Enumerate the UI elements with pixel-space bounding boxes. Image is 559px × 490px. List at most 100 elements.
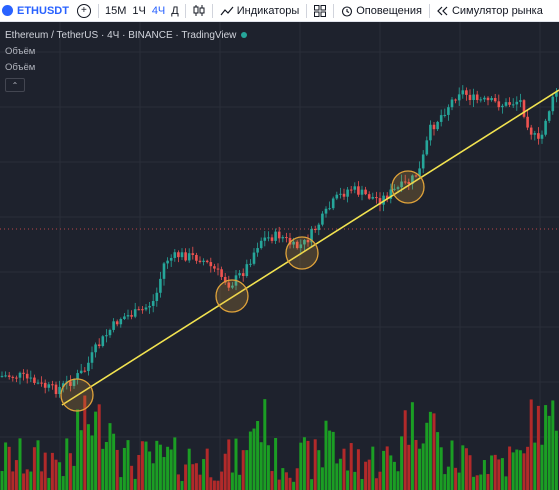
candle-body: [303, 239, 306, 245]
volume-bar: [360, 478, 364, 490]
volume-bar: [418, 448, 422, 490]
replay-label: Симулятор рынка: [451, 4, 543, 17]
volume-bar: [436, 432, 440, 490]
volume-bar: [11, 471, 15, 490]
volume-bar: [274, 438, 278, 490]
candle-body: [69, 381, 72, 386]
volume-bar: [187, 448, 191, 490]
candle-body: [213, 266, 216, 269]
candle-body: [429, 124, 432, 141]
chart-legend-title: Ethereum / TetherUS · 4Ч · BINANCE · Tra…: [5, 30, 248, 41]
volume-bar: [522, 453, 526, 490]
volume-bar: [256, 421, 260, 490]
volume-bar: [320, 467, 324, 490]
volume-bar: [497, 459, 501, 490]
divider: [97, 3, 99, 18]
volume-bar: [486, 474, 490, 490]
candle-body: [281, 237, 285, 239]
volume-bar: [342, 448, 346, 490]
volume-bar: [166, 446, 170, 490]
volume-bar: [346, 470, 350, 490]
timeframe-1d[interactable]: Д: [171, 4, 179, 17]
candle-body: [328, 208, 331, 210]
volume-bar: [317, 450, 321, 490]
candle-body: [317, 224, 321, 231]
timeframe-4h[interactable]: 4Ч: [151, 4, 166, 17]
divider: [333, 3, 335, 18]
candle-body: [15, 377, 18, 379]
candle-body: [331, 198, 335, 209]
candle-body: [54, 384, 58, 395]
timeframe-1h[interactable]: 1Ч: [132, 4, 146, 17]
candle-body: [155, 292, 159, 302]
volume-bar: [176, 474, 180, 490]
replay-button[interactable]: Симулятор рынка: [433, 0, 547, 22]
volume-bar: [47, 477, 51, 490]
volume-bar: [389, 455, 393, 490]
volume-bar: [97, 404, 101, 490]
candle-body: [306, 239, 310, 243]
candle-body: [396, 187, 400, 189]
volume-bar: [18, 438, 22, 490]
candle-body: [522, 100, 526, 117]
candle-body: [555, 92, 558, 97]
divider: [184, 3, 186, 18]
symbol-logo-icon: [2, 5, 13, 16]
rewind-icon: [437, 6, 448, 15]
candle-body: [439, 115, 443, 122]
alerts-button[interactable]: Оповещения: [337, 0, 426, 22]
volume-bar: [508, 446, 512, 490]
chart-type-button[interactable]: [189, 0, 209, 22]
candle-body: [148, 305, 151, 308]
volume-bar: [335, 463, 339, 490]
compare-button[interactable]: +: [73, 0, 95, 22]
volume-bar: [40, 471, 44, 490]
candle-body: [130, 315, 133, 317]
candle-body: [407, 181, 411, 184]
candle-body: [22, 372, 25, 374]
candles-icon: [193, 5, 205, 16]
candle-body: [90, 352, 94, 363]
volume-bar: [295, 468, 299, 490]
volume-bar: [0, 471, 4, 490]
candle-body: [421, 154, 425, 169]
candle-body: [501, 105, 504, 108]
volume-bar: [511, 452, 515, 490]
candle-body: [97, 344, 101, 347]
volume-bar: [450, 440, 454, 490]
volume-bar: [90, 435, 94, 490]
layouts-button[interactable]: [310, 0, 330, 22]
volume-bar: [241, 450, 245, 490]
volume-bar: [475, 475, 479, 490]
trendline[interactable]: [61, 89, 559, 406]
candle-body: [119, 319, 123, 325]
candle-body: [184, 252, 187, 261]
candle-body: [223, 276, 227, 283]
indicators-button[interactable]: Индикаторы: [216, 0, 304, 22]
symbol-search[interactable]: ETHUSDT: [0, 0, 73, 22]
volume-bar: [108, 423, 112, 490]
legend-collapse-button[interactable]: ⌃: [5, 78, 25, 92]
volume-bar: [248, 431, 252, 490]
volume-bar: [14, 460, 18, 490]
volume-bar: [425, 422, 429, 490]
candle-body: [414, 175, 418, 177]
candle-body: [256, 248, 259, 253]
volume-bar: [216, 480, 220, 490]
volume-bar: [407, 444, 411, 490]
candle-body: [346, 189, 349, 197]
candle-body: [371, 197, 375, 199]
volume-bar: [36, 440, 40, 490]
candle-body: [472, 94, 475, 101]
volume-bar: [209, 477, 213, 490]
touch-point-highlights: [60, 170, 425, 412]
volume-bar: [115, 449, 119, 490]
candle-body: [375, 197, 378, 199]
price-chart[interactable]: [0, 22, 559, 490]
timeframe-15m[interactable]: 15М: [104, 4, 127, 17]
candle-body: [454, 99, 457, 101]
volume-bar: [122, 447, 126, 490]
candle-body: [47, 384, 51, 388]
volume-bar: [364, 461, 368, 490]
volume-bar: [281, 468, 285, 490]
